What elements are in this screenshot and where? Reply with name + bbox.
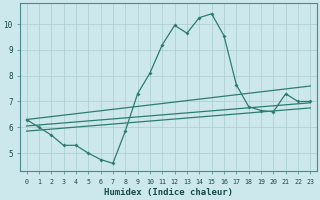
X-axis label: Humidex (Indice chaleur): Humidex (Indice chaleur) xyxy=(104,188,233,197)
